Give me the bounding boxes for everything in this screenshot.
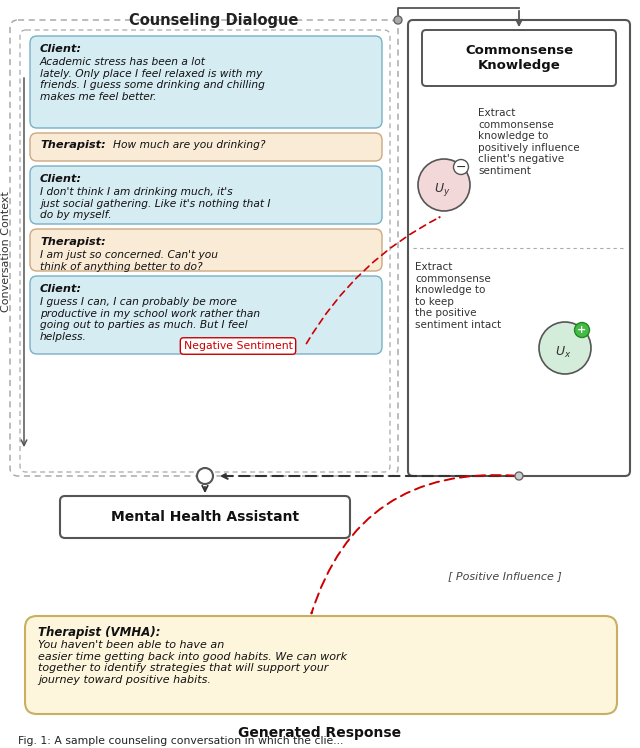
Circle shape	[575, 322, 589, 337]
Text: Therapist:: Therapist:	[40, 237, 106, 247]
Text: How much are you drinking?: How much are you drinking?	[113, 140, 266, 150]
FancyBboxPatch shape	[30, 36, 382, 128]
Text: Academic stress has been a lot
lately. Only place I feel relaxed is with my
frie: Academic stress has been a lot lately. O…	[40, 57, 265, 102]
Circle shape	[454, 159, 468, 174]
Text: I don't think I am drinking much, it's
just social gathering. Like it's nothing : I don't think I am drinking much, it's j…	[40, 187, 271, 220]
FancyBboxPatch shape	[30, 133, 382, 161]
Text: Generated Response: Generated Response	[239, 726, 401, 740]
Text: Client:: Client:	[40, 284, 82, 294]
FancyBboxPatch shape	[422, 30, 616, 86]
Text: $\mathit{U}_x$: $\mathit{U}_x$	[555, 344, 571, 360]
Text: Commonsense
Knowledge: Commonsense Knowledge	[465, 44, 573, 72]
Circle shape	[201, 472, 209, 480]
FancyBboxPatch shape	[60, 496, 350, 538]
Text: Therapist:: Therapist:	[40, 140, 106, 150]
Text: Negative Sentiment: Negative Sentiment	[184, 341, 292, 351]
FancyBboxPatch shape	[30, 166, 382, 224]
Circle shape	[197, 468, 213, 484]
Text: Mental Health Assistant: Mental Health Assistant	[111, 510, 299, 524]
FancyBboxPatch shape	[408, 20, 630, 476]
Circle shape	[539, 322, 591, 374]
FancyArrowPatch shape	[307, 217, 440, 343]
Text: I am just so concerned. Can't you
think of anything better to do?: I am just so concerned. Can't you think …	[40, 250, 218, 272]
FancyBboxPatch shape	[30, 229, 382, 271]
Text: $\mathit{U}_y$: $\mathit{U}_y$	[434, 180, 450, 197]
FancyArrowPatch shape	[312, 475, 516, 613]
Text: −: −	[456, 161, 467, 174]
Circle shape	[418, 159, 470, 211]
Text: Conversation Context: Conversation Context	[1, 191, 11, 313]
Text: [ Positive Influence ]: [ Positive Influence ]	[448, 571, 562, 581]
Text: Client:: Client:	[40, 44, 82, 54]
Text: I guess I can, I can probably be more
productive in my school work rather than
g: I guess I can, I can probably be more pr…	[40, 297, 260, 342]
Text: Therapist (VMHA):: Therapist (VMHA):	[38, 626, 161, 639]
Text: Client:: Client:	[40, 174, 82, 184]
Text: +: +	[577, 325, 587, 335]
Text: Extract
commonsense
knowledge to
positively influence
client's negative
sentimen: Extract commonsense knowledge to positiv…	[478, 108, 580, 176]
Text: Extract
commonsense
knowledge to
to keep
the positive
sentiment intact: Extract commonsense knowledge to to keep…	[415, 262, 501, 330]
Text: You haven't been able to have an
easier time getting back into good habits. We c: You haven't been able to have an easier …	[38, 640, 347, 685]
FancyBboxPatch shape	[25, 616, 617, 714]
Text: Counseling Dialogue: Counseling Dialogue	[129, 13, 299, 28]
FancyBboxPatch shape	[30, 276, 382, 354]
Circle shape	[394, 16, 402, 24]
Text: Fig. 1: A sample counseling conversation in which the clie...: Fig. 1: A sample counseling conversation…	[18, 736, 344, 746]
Circle shape	[515, 472, 523, 480]
